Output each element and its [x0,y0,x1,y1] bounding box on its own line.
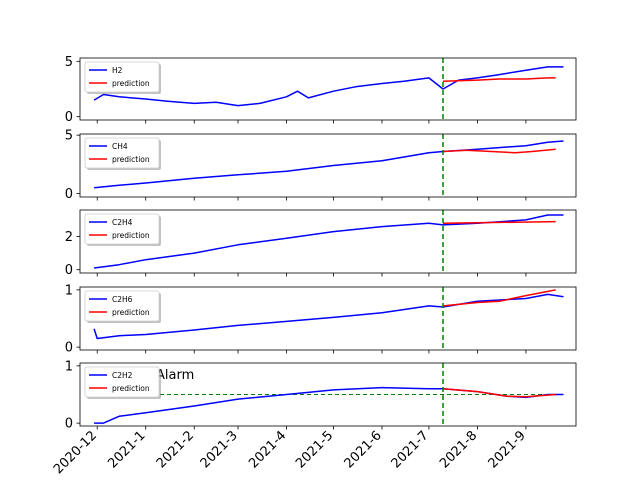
x-tick-label: 2021-6 [342,428,385,471]
y-tick-label: 0 [65,263,73,278]
legend-entry: C2H6 [112,295,133,304]
legend: H2 prediction [84,61,161,94]
series-line-prediction [442,388,556,398]
legend-entry: prediction [112,308,150,317]
series-group [93,289,564,340]
y-tick-label: 0 [65,187,73,202]
series-group [94,140,564,189]
legend: CH4 prediction [84,137,161,170]
legend: C2H2 prediction [84,366,161,399]
x-tick-label: 2021-8 [437,428,480,471]
legend: C2H6 prediction [84,290,161,323]
axes-frame [79,286,577,351]
legend-entry: CH4 [112,142,128,151]
series-line-h2 [93,66,564,107]
legend-entry: C2H4 [112,218,133,227]
legend: C2H4 prediction [84,213,161,246]
axes-frame [79,57,577,121]
y-tick-label: 5 [65,55,73,70]
series-group [94,386,564,424]
x-tick-label: 2020-12 [51,428,100,477]
legend-entry: C2H2 [112,371,133,380]
series-line-prediction [442,289,556,307]
y-tick-label: 5 [65,129,73,144]
legend-entry: H2 [112,66,123,75]
x-tick-label: 2021-9 [486,428,529,471]
series-line-prediction [442,77,556,83]
y-tick-label: 0 [65,341,73,356]
x-tick-label: 2021-5 [293,428,336,471]
legend-entry: prediction [112,155,150,164]
axes-frame [79,133,577,198]
axes-frame [79,209,577,274]
x-tick-label: 2021-1 [105,428,148,471]
y-tick-label: 1 [65,283,73,298]
legend-entry: prediction [112,231,150,240]
subplot-4: 0 1 C2H6 prediction [65,283,577,356]
y-tick-label: 1 [65,359,73,374]
series-line-prediction [442,220,556,225]
x-tick-label: 2021-7 [389,428,432,471]
series-line-c2h4 [94,214,564,269]
axes-frame [79,362,577,427]
legend-entry: prediction [112,384,150,393]
x-tick-label: 2021-2 [154,428,197,471]
y-tick-label: 0 [65,417,73,432]
subplot-2: 0 5 CH4 prediction [65,129,577,202]
y-tick-label: 2 [65,230,73,245]
series-line-ch4 [94,140,564,189]
series-group [93,66,564,107]
x-tick-label: 2021-4 [246,428,289,471]
series-line-prediction [442,148,556,154]
subplot-5: 0 1 Alarm C2H2 prediction [65,359,577,432]
series-group [94,214,564,269]
y-tick-label: 0 [65,110,73,125]
x-tick-label: 2021-3 [198,428,241,471]
subplot-1: 0 5 H2 prediction [65,55,577,125]
series-line-c2h2 [94,386,564,424]
alarm-annotation: Alarm [156,368,194,383]
legend-entry: prediction [112,79,150,88]
subplot-3: 0 2 C2H4 prediction [65,209,577,278]
